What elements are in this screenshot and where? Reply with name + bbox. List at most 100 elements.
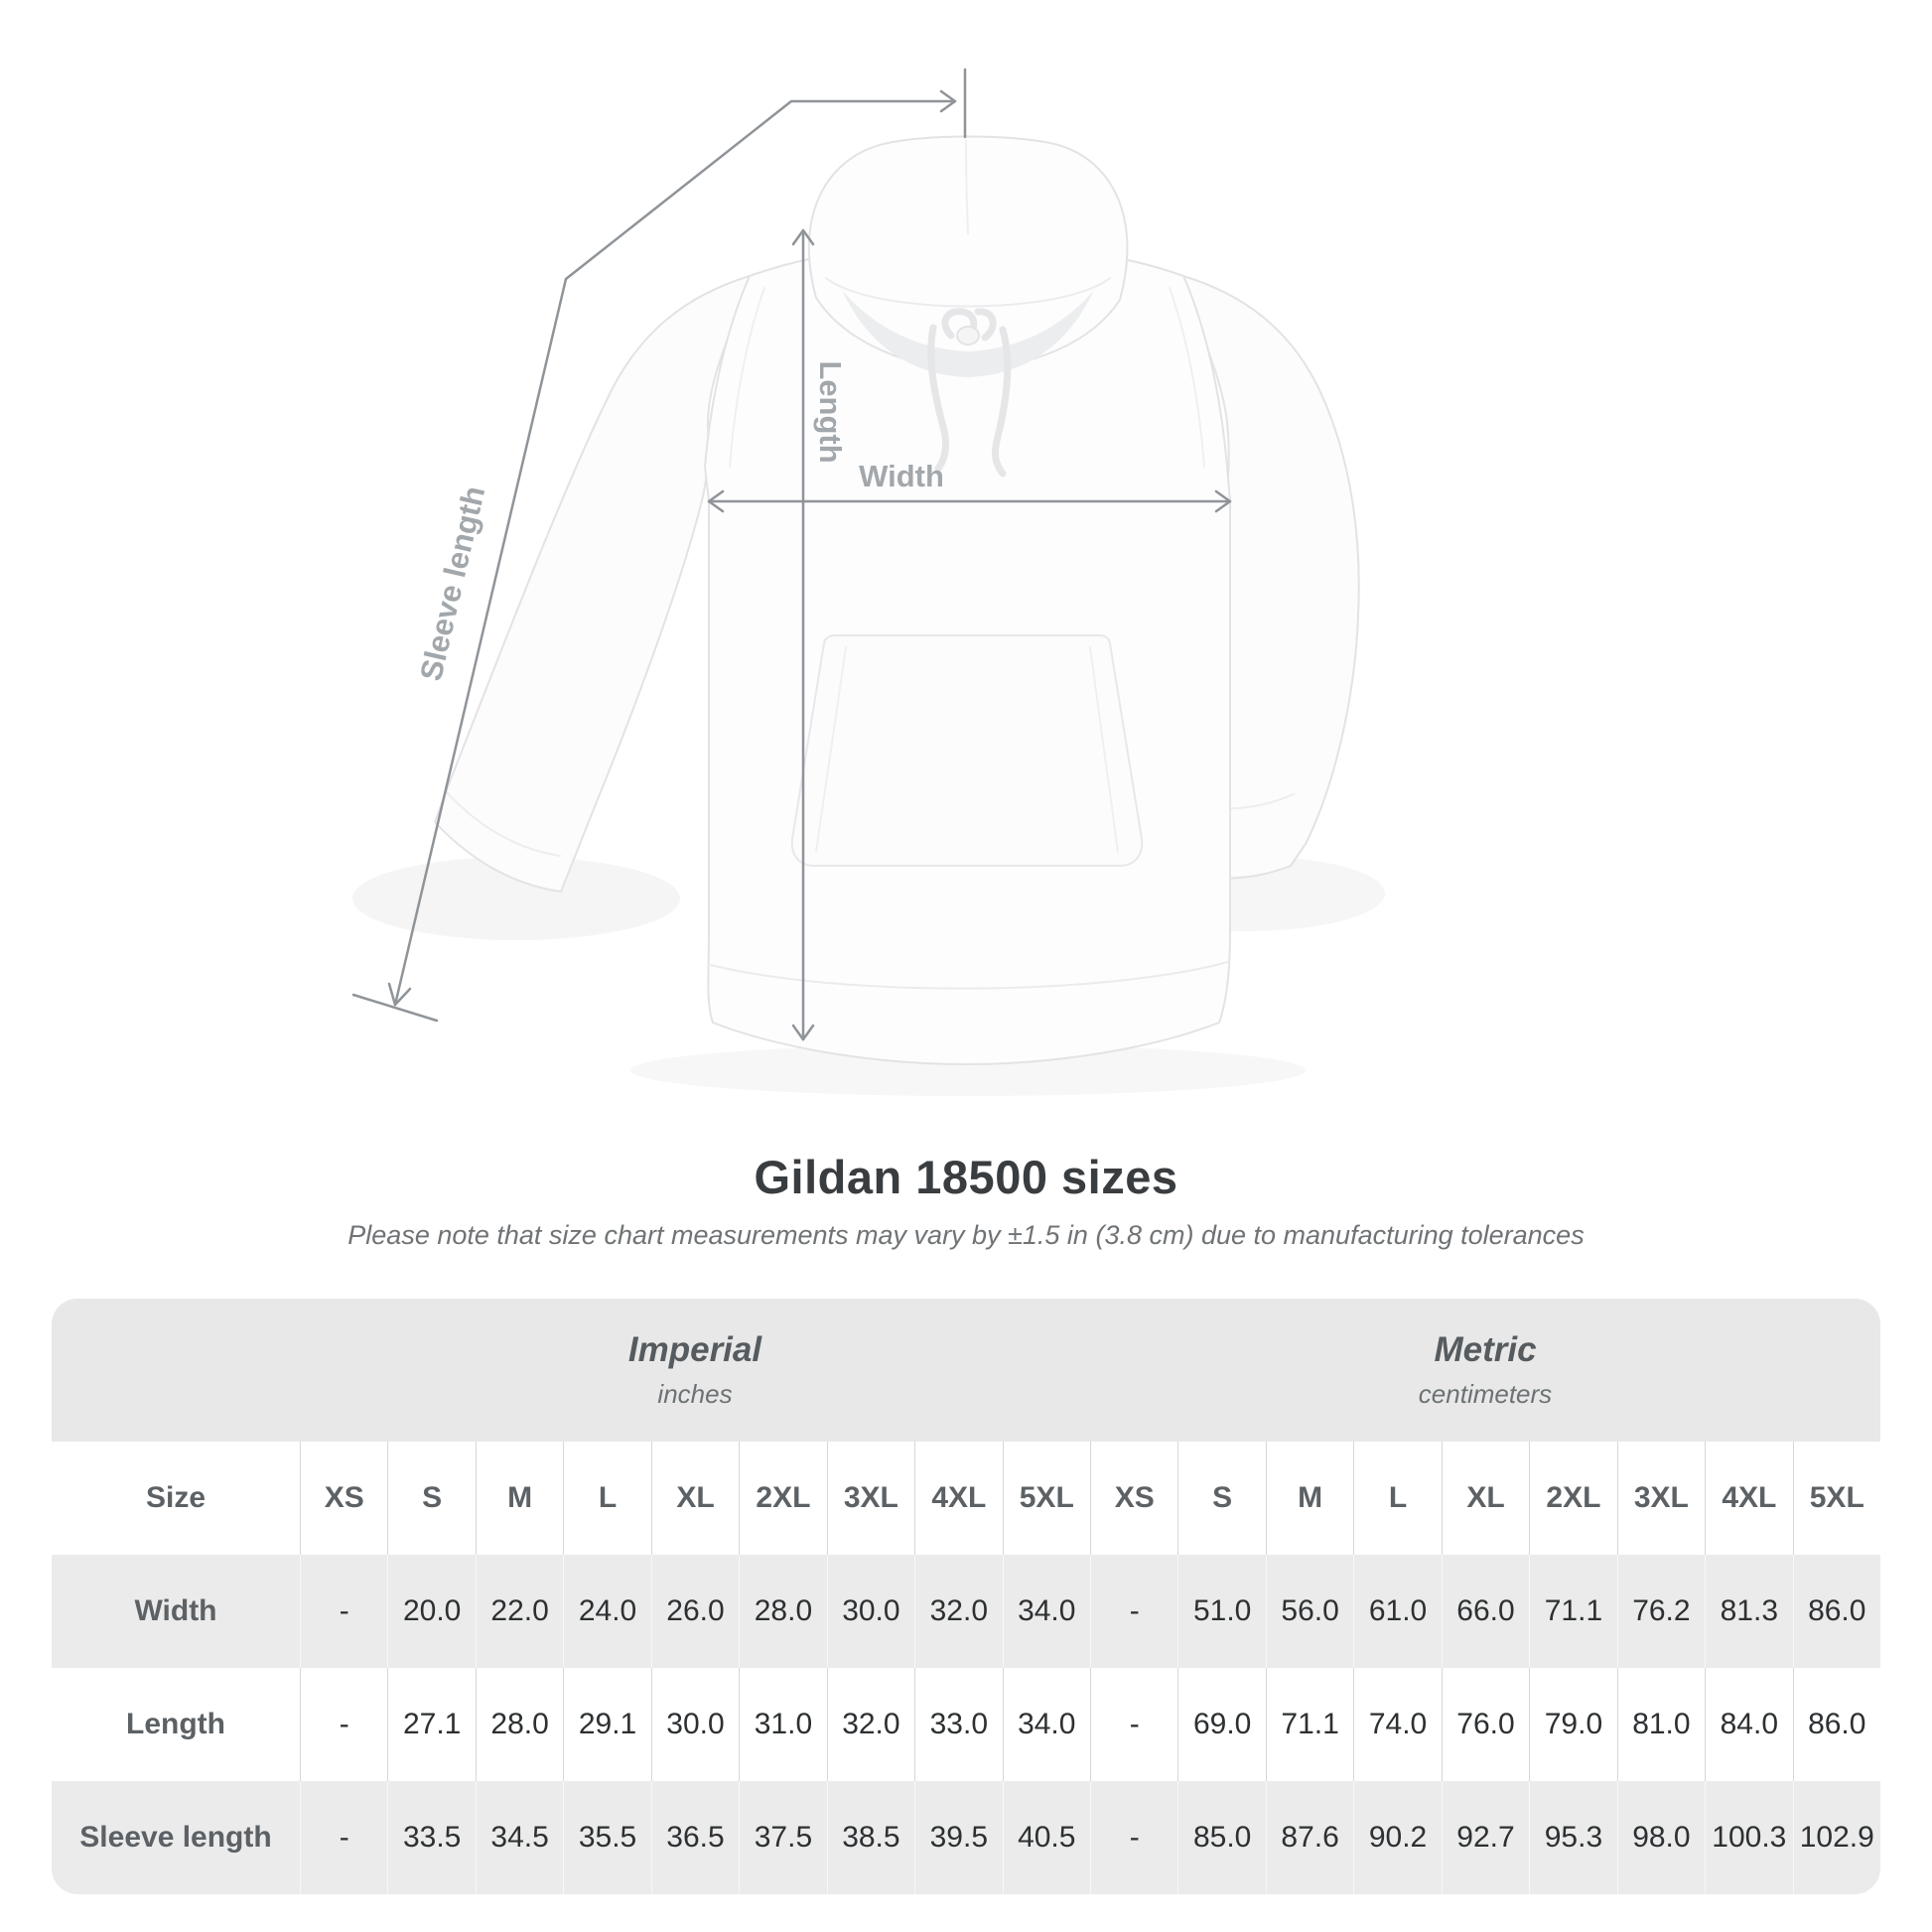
tolerance-note: Please note that size chart measurements… (347, 1220, 1585, 1250)
imperial-value-cell: 32.0 (826, 1668, 914, 1781)
size-corner-header: Size (145, 1481, 207, 1514)
size-header-cell: XL (650, 1442, 739, 1555)
metric-value-cell: 102.9 (1792, 1781, 1880, 1894)
measurement-row-label: Width (134, 1594, 217, 1627)
pocket-right-stitch (1089, 646, 1119, 853)
imperial-value-cell: 34.5 (475, 1781, 563, 1894)
imperial-group-header: Imperial inches (300, 1299, 1090, 1442)
imperial-value-cell: 36.5 (650, 1781, 739, 1894)
title-block: Gildan 18500 sizes Please note that size… (0, 1142, 1932, 1251)
imperial-value-cell: 34.0 (1002, 1555, 1090, 1668)
hood-opening-shadow (842, 290, 1094, 377)
metric-value-cell: 86.0 (1792, 1668, 1880, 1781)
imperial-value-cell: 40.5 (1002, 1781, 1090, 1894)
sleeve-top-arrowhead (939, 89, 957, 113)
imperial-value-cell: 37.5 (739, 1781, 826, 1894)
imperial-value-cell: 22.0 (475, 1555, 563, 1668)
size-header-cell: 5XL (1002, 1442, 1090, 1555)
measurement-row-label: Sleeve length (79, 1821, 272, 1854)
measurement-row: Length -27.1 28.0 29.1 30.0 31.0 32.0 33.0 34.0-… (52, 1668, 1880, 1781)
size-header-cell: S (387, 1442, 475, 1555)
imperial-value-cell: 34.0 (1002, 1668, 1090, 1781)
metric-label: Metric (1434, 1330, 1537, 1369)
metric-value-cell: 76.0 (1441, 1668, 1529, 1781)
metric-value-cell: - (1089, 1555, 1177, 1668)
pocket-left-stitch (815, 646, 847, 853)
imperial-value-cell: - (300, 1555, 387, 1668)
hood-center-seam (965, 140, 969, 234)
size-header-cell: 4XL (1705, 1442, 1792, 1555)
sleeve-length-label: Sleeve length (413, 483, 491, 684)
imperial-value-cell: 32.0 (914, 1555, 1002, 1668)
metric-value-cell: 74.0 (1353, 1668, 1441, 1781)
metric-value-cell: 79.0 (1529, 1668, 1616, 1781)
imperial-unit-label: inches (657, 1379, 733, 1409)
length-bottom-arrowhead (791, 1024, 815, 1041)
metric-value-cell: 98.0 (1616, 1781, 1705, 1894)
width-arrow (707, 489, 1232, 513)
sleeve-bottom-tick (351, 993, 439, 1023)
metric-value-cell: 86.0 (1792, 1555, 1880, 1668)
imperial-value-cell: 39.5 (914, 1781, 1002, 1894)
imperial-value-cell: - (300, 1668, 387, 1781)
imperial-value-cell: 38.5 (826, 1781, 914, 1894)
metric-value-cell: 85.0 (1177, 1781, 1265, 1894)
size-header-cell: L (563, 1442, 650, 1555)
measurement-annotations (351, 68, 1232, 1041)
hoodie-illustration (434, 135, 1360, 1065)
metric-unit-label: centimeters (1418, 1379, 1553, 1409)
hoodie-diagram-svg: Length Width Sleeve length (351, 68, 1360, 1065)
right-armhole-seam (1169, 287, 1205, 468)
unit-group-band: Imperial inches Metric centimeters (52, 1299, 1880, 1442)
imperial-value-cell: 28.0 (739, 1555, 826, 1668)
size-table: Imperial inches Metric centimeters Size X… (52, 1299, 1880, 1894)
length-top-arrowhead (791, 228, 815, 246)
size-header-cell: 2XL (1529, 1442, 1616, 1555)
hood-channel-seam (825, 277, 1111, 308)
measurement-row: Width -20.0 22.0 24.0 26.0 28.0 30.0 32.0 34.0-5… (52, 1555, 1880, 1668)
metric-value-cell: 71.1 (1265, 1668, 1353, 1781)
size-header-cell: L (1353, 1442, 1441, 1555)
imperial-value-cell: 35.5 (563, 1781, 650, 1894)
size-header-cell: 3XL (826, 1442, 914, 1555)
left-cuff-seam (446, 791, 561, 857)
size-header-cell: S (1177, 1442, 1265, 1555)
measurement-row: Sleeve length - 33.5 34.5 35.5 36.5 37.5 38.5 39… (52, 1781, 1880, 1894)
metric-value-cell: 56.0 (1265, 1555, 1353, 1668)
metric-value-cell: - (1089, 1668, 1177, 1781)
hoodie-measurement-diagram: Length Width Sleeve length (351, 68, 1360, 1065)
size-header-cell: 2XL (739, 1442, 826, 1555)
size-table-rows: Size XS S M L XL 2XL 3XL 4XL 5XL XS S M L XL 2XL 3XL 4XL 5… (52, 1442, 1880, 1894)
metric-value-cell: - (1089, 1781, 1177, 1894)
page-title: Gildan 18500 sizes (754, 1151, 1178, 1203)
drawstring-knot (956, 326, 980, 345)
width-left-arrowhead (707, 489, 725, 513)
metric-value-cell: 87.6 (1265, 1781, 1353, 1894)
metric-value-cell: 69.0 (1177, 1668, 1265, 1781)
width-label: Width (859, 459, 944, 493)
imperial-value-cell: 30.0 (826, 1555, 914, 1668)
metric-value-cell: 81.3 (1705, 1555, 1792, 1668)
metric-value-cell: 95.3 (1529, 1781, 1616, 1894)
size-header-cell: XS (300, 1442, 387, 1555)
metric-value-cell: 92.7 (1441, 1781, 1529, 1894)
size-header-cell: 3XL (1616, 1442, 1705, 1555)
drawstrings (927, 308, 1012, 478)
sleeve-length-arrow (351, 68, 967, 1023)
metric-value-cell: 84.0 (1705, 1668, 1792, 1781)
size-header-cell: 4XL (914, 1442, 1002, 1555)
imperial-value-cell: 31.0 (739, 1668, 826, 1781)
size-header-cell: XS (1089, 1442, 1177, 1555)
metric-value-cell: 90.2 (1353, 1781, 1441, 1894)
imperial-value-cell: 28.0 (475, 1668, 563, 1781)
sleeve-bottom-arrowhead (387, 982, 412, 1007)
length-label: Length (813, 360, 848, 463)
imperial-value-cell: 33.5 (387, 1781, 475, 1894)
imperial-value-cell: 30.0 (650, 1668, 739, 1781)
band-corner-spacer (52, 1299, 300, 1442)
metric-value-cell: 66.0 (1441, 1555, 1529, 1668)
imperial-label: Imperial (627, 1330, 762, 1369)
measurement-row-label: Length (126, 1708, 225, 1740)
kangaroo-pocket (790, 634, 1144, 867)
size-header-cell: M (475, 1442, 563, 1555)
